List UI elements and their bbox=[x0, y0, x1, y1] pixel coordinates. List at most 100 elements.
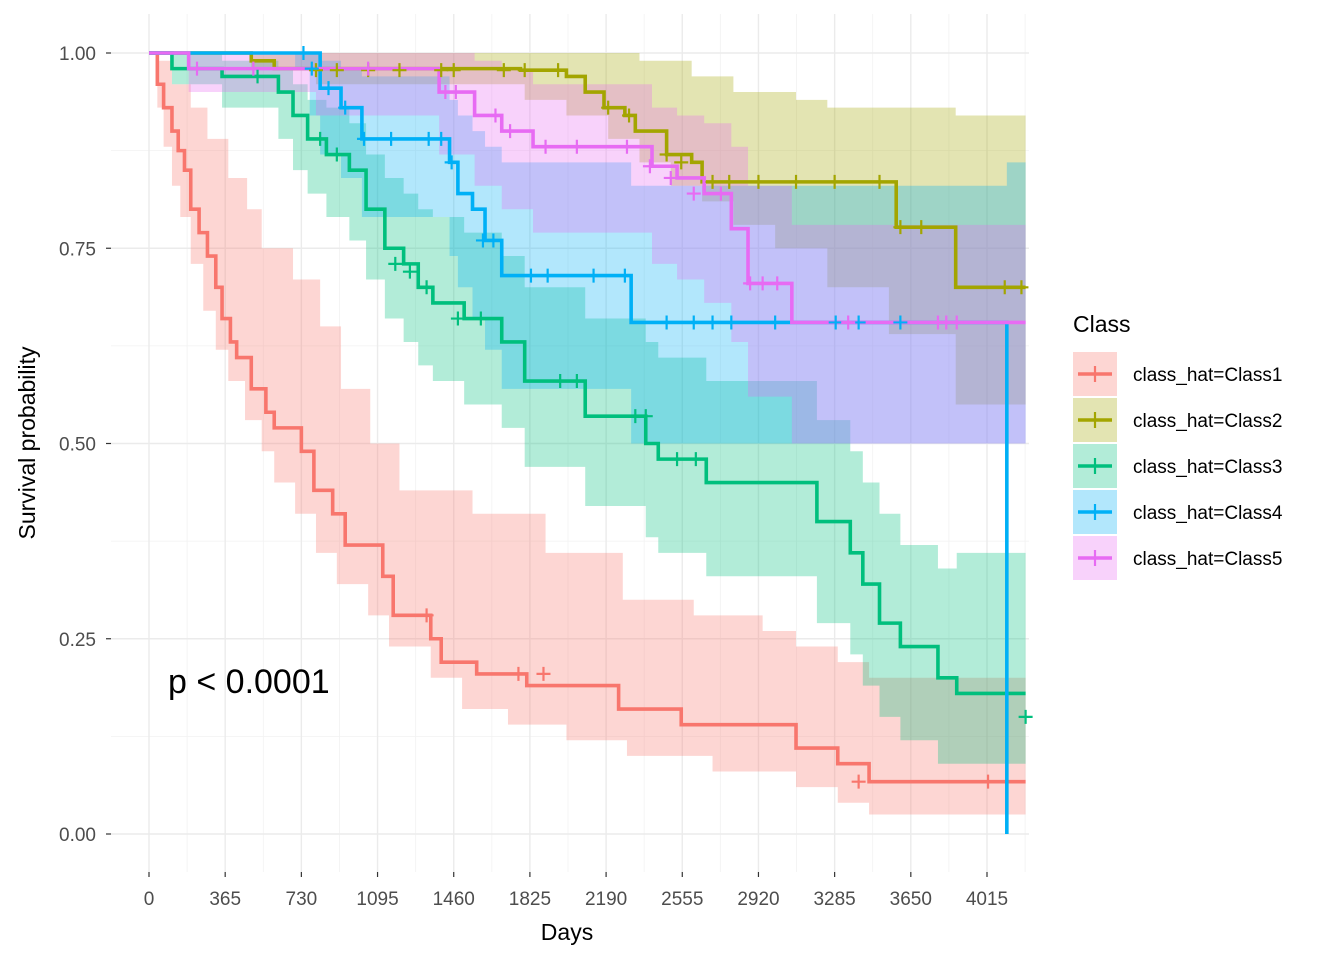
class5-censor-mark bbox=[713, 186, 728, 201]
x-tick-label: 1825 bbox=[509, 889, 551, 910]
confidence-bands bbox=[149, 53, 1026, 815]
class5-censor-mark bbox=[949, 315, 964, 330]
y-axis-title: Survival probability bbox=[14, 346, 40, 540]
class3-censor-mark bbox=[388, 256, 403, 271]
x-tick-label: 0 bbox=[144, 889, 155, 910]
x-tick-label: 3650 bbox=[890, 889, 932, 910]
x-tick-label: 4015 bbox=[966, 889, 1008, 910]
class5-censor-mark bbox=[642, 159, 657, 174]
class3-censor-mark bbox=[419, 280, 434, 295]
x-tick-label: 2555 bbox=[661, 889, 703, 910]
class5-censor-mark bbox=[246, 61, 261, 76]
class2-censor-mark bbox=[1014, 280, 1029, 295]
class4-censor-mark bbox=[523, 268, 538, 283]
class4-censor-mark bbox=[659, 315, 674, 330]
class2-censor-mark bbox=[622, 108, 637, 123]
y-tick-label: 0.00 bbox=[59, 825, 96, 846]
class4-censor-mark bbox=[768, 315, 783, 330]
y-tick-label: 0.75 bbox=[59, 239, 96, 260]
class5-censor-mark bbox=[743, 276, 758, 291]
legend-label-class4: class_hat=Class4 bbox=[1133, 503, 1283, 524]
class3-censor-mark bbox=[553, 374, 568, 389]
class5-censor-mark bbox=[841, 315, 856, 330]
class3-censor-mark bbox=[313, 131, 328, 146]
class3-censor-mark bbox=[450, 311, 465, 326]
class3-censor-mark bbox=[688, 452, 703, 467]
class3-censor-mark bbox=[250, 69, 265, 84]
x-tick-label: 2920 bbox=[737, 889, 779, 910]
censor-marks bbox=[190, 46, 1033, 789]
class4-censor-mark bbox=[617, 268, 632, 283]
class1-censor-mark bbox=[981, 774, 996, 789]
class1-censor-mark bbox=[851, 774, 866, 789]
class4-censor-mark bbox=[486, 233, 501, 248]
class5-censor-mark bbox=[488, 108, 503, 123]
class3-censor-mark bbox=[569, 374, 584, 389]
legend-title: Class bbox=[1073, 311, 1131, 337]
class1-censor-mark bbox=[511, 666, 526, 681]
class2-censor-mark bbox=[446, 63, 461, 78]
x-tick-label: 1460 bbox=[433, 889, 475, 910]
class3-censor-mark bbox=[329, 147, 344, 162]
p-value-annotation: p < 0.0001 bbox=[168, 663, 330, 701]
class5-censor-mark bbox=[361, 61, 376, 76]
class4-censor-mark bbox=[434, 131, 449, 146]
class2-censor-mark bbox=[392, 63, 407, 78]
x-tick-label: 3285 bbox=[813, 889, 855, 910]
legend-label-class5: class_hat=Class5 bbox=[1133, 549, 1282, 570]
survival-curves bbox=[149, 51, 1026, 834]
class2-censor-mark bbox=[434, 63, 449, 78]
class2-censor-mark bbox=[601, 100, 616, 115]
x-tick-label: 2190 bbox=[585, 889, 627, 910]
class2-confidence-band bbox=[149, 53, 1026, 405]
class3-censor-mark bbox=[473, 311, 488, 326]
x-tick-label: 1095 bbox=[356, 889, 398, 910]
class4-censor-mark bbox=[304, 61, 319, 76]
class4-censor-mark bbox=[686, 315, 701, 330]
y-tick-label: 0.25 bbox=[59, 630, 96, 651]
class2-censor-mark bbox=[893, 220, 908, 235]
class2-censor-mark bbox=[872, 174, 887, 189]
class3-censor-mark bbox=[1018, 709, 1033, 724]
class2-censor-mark bbox=[751, 174, 766, 189]
class2-censor-mark bbox=[551, 63, 566, 78]
class5-confidence-band bbox=[149, 53, 1026, 444]
class2-censor-mark bbox=[674, 155, 689, 170]
class5-censor-mark bbox=[686, 186, 701, 201]
class4-censor-mark bbox=[296, 46, 311, 60]
class4-censor-mark bbox=[540, 268, 555, 283]
class4-censor-mark bbox=[356, 131, 371, 146]
class2-censor-mark bbox=[705, 174, 720, 189]
legend-label-class3: class_hat=Class3 bbox=[1133, 457, 1282, 478]
class4-censor-mark bbox=[444, 155, 459, 170]
class4-censor-mark bbox=[724, 315, 739, 330]
class3-censor-mark bbox=[402, 264, 417, 279]
y-tick-labels: 0.00 0.25 0.50 0.75 1.00 bbox=[59, 44, 96, 846]
class2-censor-mark bbox=[517, 63, 532, 78]
class4-censor-mark bbox=[705, 315, 720, 330]
x-tick-label: 730 bbox=[286, 889, 318, 910]
class1-censor-mark bbox=[536, 666, 551, 681]
class4-censor-mark bbox=[321, 81, 336, 96]
class4-censor-mark bbox=[893, 315, 908, 330]
class4-censor-mark bbox=[828, 315, 843, 330]
x-tick-label: 365 bbox=[209, 889, 241, 910]
x-tick-labels: 0 365 730 1095 1460 1825 2190 2555 2920 3285 3650 4… bbox=[144, 889, 1008, 910]
x-axis-title: Days bbox=[541, 919, 593, 945]
class4-censor-mark bbox=[338, 100, 353, 115]
y-tick-label: 1.00 bbox=[59, 44, 96, 65]
class2-censor-mark bbox=[496, 63, 511, 78]
class5-censor-mark bbox=[663, 170, 678, 185]
class2-censor-mark bbox=[914, 220, 929, 235]
legend-label-class2: class_hat=Class2 bbox=[1133, 411, 1282, 432]
class1-confidence-band bbox=[149, 53, 1026, 815]
class3-confidence-band bbox=[149, 53, 1026, 764]
class1-censor-mark bbox=[419, 608, 434, 623]
class3-censor-mark bbox=[638, 409, 653, 424]
class4-confidence-band bbox=[149, 53, 1026, 444]
class4-censor-mark bbox=[586, 268, 601, 283]
class5-censor-mark bbox=[569, 139, 584, 154]
class2-censor-mark bbox=[997, 280, 1012, 295]
class5-survival-curve bbox=[149, 51, 1026, 325]
